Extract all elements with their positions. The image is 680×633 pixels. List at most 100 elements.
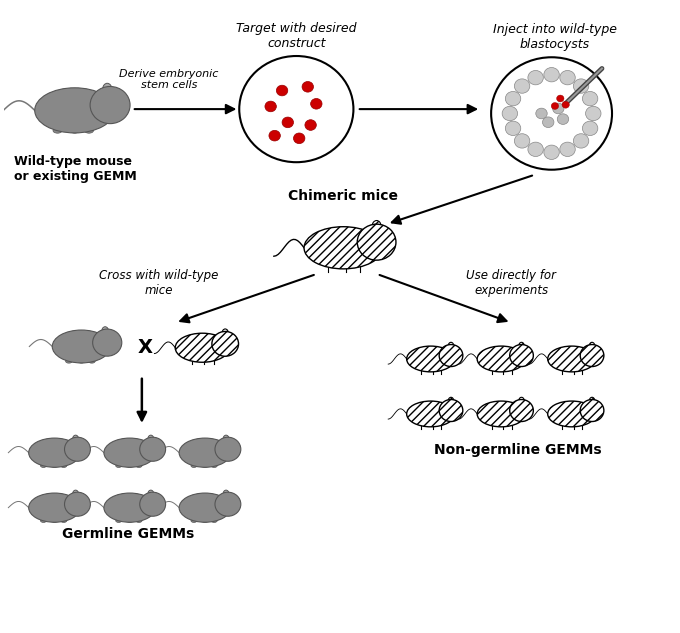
Ellipse shape <box>136 464 142 467</box>
Circle shape <box>239 56 354 162</box>
Text: X: X <box>138 338 153 357</box>
Circle shape <box>269 130 280 141</box>
Circle shape <box>560 70 575 85</box>
Ellipse shape <box>52 330 111 363</box>
Ellipse shape <box>78 360 85 363</box>
Circle shape <box>528 142 543 156</box>
Circle shape <box>311 99 322 109</box>
Ellipse shape <box>148 490 154 498</box>
Ellipse shape <box>448 342 454 349</box>
Circle shape <box>439 344 463 367</box>
Circle shape <box>557 95 564 102</box>
Circle shape <box>536 108 547 119</box>
Circle shape <box>302 82 313 92</box>
Circle shape <box>544 68 559 82</box>
Ellipse shape <box>304 227 383 269</box>
Ellipse shape <box>179 438 231 467</box>
Ellipse shape <box>29 493 80 522</box>
Ellipse shape <box>547 346 596 372</box>
Text: Target with desired
construct: Target with desired construct <box>236 22 356 50</box>
Circle shape <box>140 437 166 461</box>
Circle shape <box>502 106 517 121</box>
Ellipse shape <box>52 519 58 522</box>
Circle shape <box>65 437 90 461</box>
Ellipse shape <box>41 464 46 467</box>
Circle shape <box>580 344 604 367</box>
Circle shape <box>582 121 598 135</box>
Ellipse shape <box>179 493 231 522</box>
Ellipse shape <box>477 401 525 427</box>
Ellipse shape <box>104 438 156 467</box>
Ellipse shape <box>35 88 115 133</box>
Ellipse shape <box>53 128 62 133</box>
Circle shape <box>573 79 589 93</box>
Circle shape <box>558 114 568 125</box>
Circle shape <box>65 492 90 517</box>
Circle shape <box>560 142 575 156</box>
Text: Wild-type mouse
or existing GEMM: Wild-type mouse or existing GEMM <box>14 155 137 184</box>
Circle shape <box>505 91 521 106</box>
Ellipse shape <box>202 519 208 522</box>
Ellipse shape <box>116 519 122 522</box>
Circle shape <box>573 134 589 148</box>
Text: Inject into wild-type
blastocysts: Inject into wild-type blastocysts <box>493 23 617 51</box>
Circle shape <box>140 492 166 517</box>
Ellipse shape <box>73 435 79 442</box>
Ellipse shape <box>407 401 455 427</box>
Text: Cross with wild-type
mice: Cross with wild-type mice <box>99 268 218 296</box>
Circle shape <box>553 103 564 114</box>
Ellipse shape <box>70 128 80 133</box>
Circle shape <box>305 120 316 130</box>
Circle shape <box>580 399 604 422</box>
Circle shape <box>282 117 294 128</box>
Ellipse shape <box>136 519 142 522</box>
Ellipse shape <box>590 342 595 349</box>
Ellipse shape <box>103 84 112 95</box>
Ellipse shape <box>519 342 524 349</box>
Circle shape <box>585 106 601 121</box>
Ellipse shape <box>519 398 524 404</box>
Ellipse shape <box>222 329 228 337</box>
Ellipse shape <box>148 435 154 442</box>
Circle shape <box>528 70 543 85</box>
Ellipse shape <box>547 401 596 427</box>
Ellipse shape <box>52 464 58 467</box>
Ellipse shape <box>191 464 197 467</box>
Text: Germline GEMMs: Germline GEMMs <box>63 527 194 541</box>
Circle shape <box>505 121 521 135</box>
Circle shape <box>543 117 554 127</box>
Circle shape <box>491 57 612 170</box>
Ellipse shape <box>448 398 454 404</box>
Ellipse shape <box>126 519 133 522</box>
Ellipse shape <box>29 438 80 467</box>
Circle shape <box>265 101 276 112</box>
Ellipse shape <box>104 493 156 522</box>
Circle shape <box>92 329 122 356</box>
Circle shape <box>582 91 598 106</box>
Ellipse shape <box>372 220 381 232</box>
Ellipse shape <box>223 435 229 442</box>
Ellipse shape <box>102 327 109 335</box>
Circle shape <box>514 134 530 148</box>
Text: Use directly for
experiments: Use directly for experiments <box>466 268 556 296</box>
Ellipse shape <box>41 519 46 522</box>
Circle shape <box>215 492 241 517</box>
Ellipse shape <box>477 346 525 372</box>
Ellipse shape <box>84 128 94 133</box>
Ellipse shape <box>116 464 122 467</box>
Ellipse shape <box>407 346 455 372</box>
Circle shape <box>90 87 130 123</box>
Circle shape <box>562 101 569 108</box>
Circle shape <box>544 145 559 160</box>
Circle shape <box>551 103 559 110</box>
Ellipse shape <box>61 464 67 467</box>
Circle shape <box>294 133 305 144</box>
Ellipse shape <box>88 360 95 363</box>
Circle shape <box>439 399 463 422</box>
Circle shape <box>510 344 533 367</box>
Circle shape <box>514 79 530 93</box>
Ellipse shape <box>211 519 217 522</box>
Ellipse shape <box>191 519 197 522</box>
Ellipse shape <box>175 333 229 362</box>
Circle shape <box>357 224 396 260</box>
